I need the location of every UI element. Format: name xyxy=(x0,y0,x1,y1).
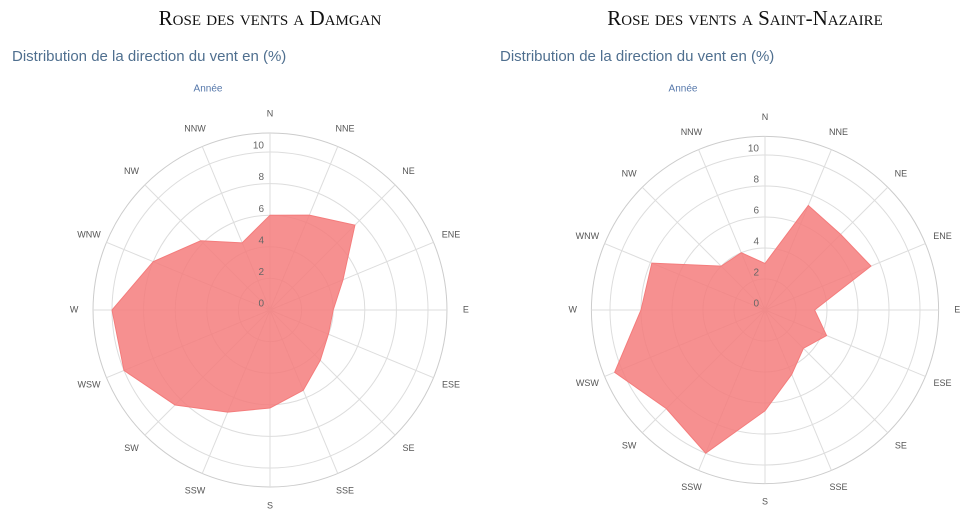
y-tick-label: 6 xyxy=(258,204,264,215)
category-label: S xyxy=(762,497,768,507)
chart-label: Année xyxy=(669,84,698,95)
category-label: NE xyxy=(895,168,908,178)
category-label: ENE xyxy=(442,229,461,239)
wind-area xyxy=(111,214,356,413)
category-label: E xyxy=(954,304,960,314)
wind-area xyxy=(614,204,872,454)
category-label: W xyxy=(70,304,79,314)
category-label: NNE xyxy=(335,123,354,133)
category-label: N xyxy=(762,112,769,122)
chart-label: Année xyxy=(194,84,223,95)
category-label: S xyxy=(267,500,273,510)
category-label: ESE xyxy=(442,379,460,389)
y-tick-label: 8 xyxy=(753,175,759,186)
category-label: ENE xyxy=(933,231,952,241)
y-tick-label: 10 xyxy=(748,144,760,155)
chart-title: Rose des vents a Saint-Nazaire xyxy=(607,6,883,30)
y-tick-label: 4 xyxy=(753,237,759,248)
category-label: SSE xyxy=(336,485,354,495)
category-label: WSW xyxy=(576,378,599,388)
chart-subtitle: Distribution de la direction du vent en … xyxy=(12,48,286,65)
category-label: W xyxy=(569,304,578,314)
category-label: SW xyxy=(622,440,637,450)
y-tick-label: 2 xyxy=(753,268,759,279)
y-tick-label: 6 xyxy=(753,206,759,217)
chart-title: Rose des vents a Damgan xyxy=(159,6,382,30)
y-tick-label: 4 xyxy=(258,235,264,246)
category-label: NNE xyxy=(829,127,848,137)
category-label: NE xyxy=(402,166,415,176)
category-label: NW xyxy=(124,166,139,176)
category-label: NW xyxy=(622,168,637,178)
category-label: E xyxy=(463,304,469,314)
category-label: WNW xyxy=(576,231,600,241)
category-label: WNW xyxy=(77,229,101,239)
y-tick-label: 0 xyxy=(753,299,759,310)
category-label: N xyxy=(267,108,274,118)
chart-subtitle: Distribution de la direction du vent en … xyxy=(500,48,774,65)
category-label: SE xyxy=(403,443,415,453)
category-label: SW xyxy=(124,443,139,453)
category-label: NNW xyxy=(681,127,703,137)
category-label: ESE xyxy=(934,378,952,388)
category-label: NNW xyxy=(184,123,206,133)
y-tick-label: 0 xyxy=(258,299,264,310)
category-label: SE xyxy=(895,440,907,450)
y-tick-label: 8 xyxy=(258,172,264,183)
category-label: WSW xyxy=(77,379,100,389)
category-label: SSW xyxy=(185,485,206,495)
y-tick-label: 10 xyxy=(253,141,265,152)
y-tick-label: 2 xyxy=(258,267,264,278)
category-label: SSE xyxy=(830,482,848,492)
category-label: SSW xyxy=(681,482,702,492)
